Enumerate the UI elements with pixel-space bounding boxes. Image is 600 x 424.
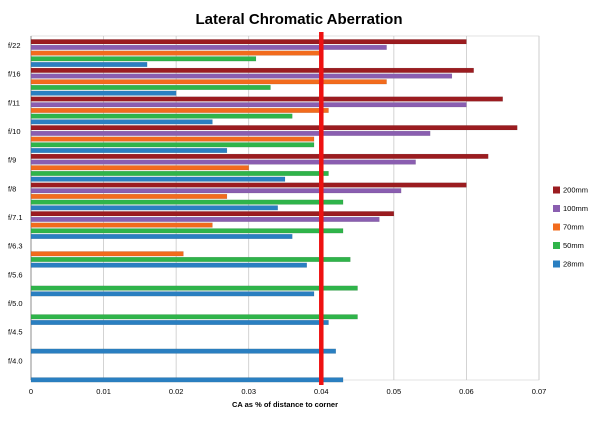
bar-200mm <box>30 125 518 131</box>
bar-50mm <box>30 199 344 205</box>
bar-50mm <box>30 170 329 176</box>
legend-swatch-50mm <box>553 242 560 249</box>
bar-50mm <box>30 142 315 148</box>
bar-50mm <box>30 228 344 234</box>
bar-100mm <box>30 188 402 194</box>
x-tick-label: 0.04 <box>314 387 329 396</box>
x-tick-label: 0.03 <box>241 387 256 396</box>
x-tick-label: 0.01 <box>96 387 111 396</box>
legend-label-70mm: 70mm <box>563 223 584 232</box>
bar-28mm <box>30 348 336 354</box>
legend-swatch-28mm <box>553 260 560 268</box>
category-label: f/8 <box>8 184 16 193</box>
bar-50mm <box>30 285 358 291</box>
bar-28mm <box>30 176 286 182</box>
legend-swatch-70mm <box>553 223 560 231</box>
category-label: f/7.1 <box>8 213 23 222</box>
category-label: f/6.3 <box>8 242 23 251</box>
legend: 200mm 100mm 70mm 50mm 28mm <box>553 186 588 269</box>
legend-label-100mm: 100mm <box>563 204 588 213</box>
bar-100mm <box>30 130 431 136</box>
bar-28mm <box>30 90 177 96</box>
bar-28mm <box>30 147 228 153</box>
x-tick-label: 0.06 <box>459 387 474 396</box>
bar-28mm <box>30 291 315 297</box>
bar-28mm <box>30 233 293 239</box>
bar-28mm <box>30 320 329 326</box>
category-label: f/16 <box>8 70 21 79</box>
bar-50mm <box>30 56 257 62</box>
bar-200mm <box>30 67 474 73</box>
category-label: f/5.0 <box>8 299 23 308</box>
legend-label-28mm: 28mm <box>563 260 584 269</box>
bar-100mm <box>30 44 387 50</box>
bar-100mm <box>30 216 380 222</box>
bar-100mm <box>30 159 416 165</box>
legend-label-50mm: 50mm <box>563 241 584 250</box>
legend-label-200mm: 200mm <box>563 186 588 195</box>
x-tick-label: 0.02 <box>169 387 184 396</box>
legend-swatch-100mm <box>553 205 560 212</box>
bar-50mm <box>30 113 293 119</box>
category-label: f/4.5 <box>8 328 23 337</box>
bar-28mm <box>30 377 344 383</box>
bar-70mm <box>30 165 249 171</box>
bar-200mm <box>30 39 467 45</box>
bar-200mm <box>30 96 503 102</box>
bar-70mm <box>30 251 184 257</box>
category-label: f/10 <box>8 127 21 136</box>
chart-title: Lateral Chromatic Aberration <box>196 11 403 28</box>
bar-200mm <box>30 182 467 188</box>
x-tick-label: 0.05 <box>387 387 402 396</box>
bar-200mm <box>30 211 395 217</box>
bar-50mm <box>30 84 271 90</box>
bar-200mm <box>30 153 489 159</box>
bar-50mm <box>30 256 351 262</box>
bar-70mm <box>30 79 387 85</box>
category-label: f/11 <box>8 98 20 107</box>
bar-100mm <box>30 73 453 79</box>
plot-area: 0 0.01 0.02 0.03 0.04 0.05 0.06 0.07 f/22 f/16 f/1… <box>8 32 546 396</box>
category-label: f/22 <box>8 41 21 50</box>
bar-100mm <box>30 102 467 108</box>
x-axis-label: CA as % of distance to corner <box>232 400 338 409</box>
bar-70mm <box>30 193 228 199</box>
bar-28mm <box>30 205 278 211</box>
x-tick-label: 0.07 <box>532 387 547 396</box>
bar-50mm <box>30 314 358 320</box>
bar-70mm <box>30 107 329 113</box>
bar-28mm <box>30 62 148 68</box>
bar-70mm <box>30 136 315 142</box>
legend-swatch-200mm <box>553 186 560 194</box>
category-label: f/9 <box>8 156 16 165</box>
category-label: f/5.6 <box>8 270 23 279</box>
x-tick-label: 0 <box>29 387 33 396</box>
category-label: f/4.0 <box>8 356 23 365</box>
bar-28mm <box>30 119 213 125</box>
bar-70mm <box>30 50 322 56</box>
bar-28mm <box>30 262 307 268</box>
bar-70mm <box>30 222 213 228</box>
